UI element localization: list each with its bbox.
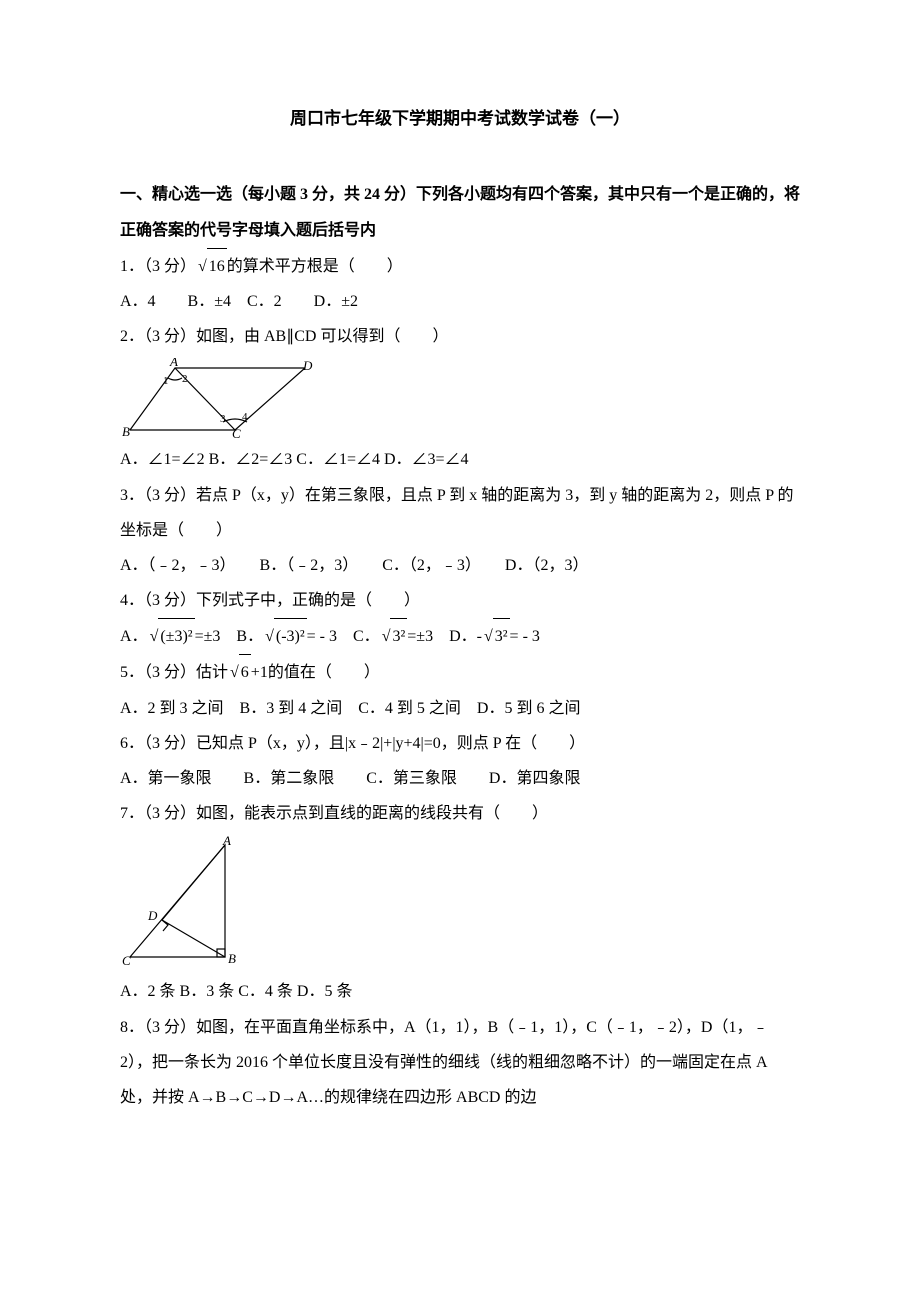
question-2: 2．（3 分）如图，由 AB∥CD 可以得到（ ）: [120, 319, 800, 354]
question-8: 8．（3 分）如图，在平面直角坐标系中，A（1，1），B（﹣1，1），C（﹣1，…: [120, 1010, 800, 1116]
svg-text:1: 1: [163, 375, 169, 387]
sqrt-6-val: 6: [239, 654, 251, 690]
q3-options: A．（﹣2，﹣3） B．（﹣2，3） C．（2，﹣3） D．（2，3）: [120, 548, 800, 583]
q7-options: A．2 条 B．3 条 C．4 条 D．5 条: [120, 974, 800, 1009]
sqrt-16-val: 16: [207, 248, 227, 284]
svg-text:B: B: [228, 951, 236, 966]
svg-text:D: D: [147, 908, 158, 923]
q4-optA-sqrt-val: (±3)²: [158, 618, 194, 654]
svg-text:A: A: [222, 835, 231, 848]
q4-optB-sqrt: (-3)²: [263, 618, 307, 654]
q1-pre: 1．（3 分）: [120, 258, 196, 275]
q4-optD-sqrt-val: 3²: [493, 618, 510, 654]
q4-optB-sqrt-val: (-3)²: [274, 618, 307, 654]
section-heading: 一、精心选一选（每小题 3 分，共 24 分）下列各小题均有四个答案，其中只有一…: [120, 177, 800, 247]
sqrt-16: 16: [196, 248, 227, 284]
svg-text:A: A: [169, 358, 178, 369]
svg-text:C: C: [122, 953, 131, 968]
page-title: 周口市七年级下学期期中考试数学试卷（一）: [120, 100, 800, 137]
question-1: 1．（3 分） 16的算术平方根是（ ）: [120, 248, 800, 284]
q4-options: A．(±3)²=±3 B．(-3)²= - 3 C．3²=±3 D．-3²= -…: [120, 618, 800, 654]
question-6: 6．（3 分）已知点 P（x，y），且|x﹣2|+|y+4|=0，则点 P 在（…: [120, 726, 800, 761]
question-3: 3．（3 分）若点 P（x，y）在第三象限，且点 P 到 x 轴的距离为 3，到…: [120, 478, 800, 548]
q5-pre: 5．（3 分）估计: [120, 664, 228, 681]
q7-figure: A B C D: [120, 835, 800, 970]
q5-options: A．2 到 3 之间 B．3 到 4 之间 C．4 到 5 之间 D．5 到 6…: [120, 691, 800, 726]
q4-optA-post: =±3: [195, 628, 221, 645]
q4-optC-sqrt: 3²: [380, 618, 408, 654]
q4-optA-pre: A．: [120, 628, 148, 645]
svg-text:C: C: [232, 426, 241, 438]
question-4: 4．（3 分）下列式子中，正确的是（ ）: [120, 583, 800, 618]
q4-optD-pre: D．-: [449, 628, 482, 645]
q5-post: +1的值在（ ）: [251, 664, 380, 681]
question-5: 5．（3 分）估计 6+1的值在（ ）: [120, 654, 800, 690]
q4-optD-post: = - 3: [510, 628, 540, 645]
q4-optC-pre: C．: [353, 628, 380, 645]
q4-optC-sqrt-val: 3²: [390, 618, 407, 654]
svg-text:2: 2: [182, 373, 188, 385]
sqrt-6: 6: [228, 654, 251, 690]
q4-optB-post: = - 3: [307, 628, 337, 645]
q1-options: A．4 B．±4 C．2 D．±2: [120, 284, 800, 319]
q4-optD-sqrt: 3²: [482, 618, 510, 654]
q6-options: A．第一象限 B．第二象限 C．第三象限 D．第四象限: [120, 761, 800, 796]
svg-text:B: B: [122, 424, 130, 438]
q1-post: 的算术平方根是（ ）: [227, 258, 403, 275]
svg-text:4: 4: [242, 411, 248, 423]
q4-optA-sqrt: (±3)²: [148, 618, 195, 654]
q4-optC-post: =±3: [407, 628, 433, 645]
q2-figure: A D B C 1 2 3 4: [120, 358, 800, 438]
svg-text:D: D: [302, 358, 313, 373]
svg-text:3: 3: [220, 413, 226, 425]
q4-optB-pre: B．: [236, 628, 263, 645]
q2-options: A．∠1=∠2 B．∠2=∠3 C．∠1=∠4 D．∠3=∠4: [120, 442, 800, 477]
question-7: 7．（3 分）如图，能表示点到直线的距离的线段共有（ ）: [120, 796, 800, 831]
